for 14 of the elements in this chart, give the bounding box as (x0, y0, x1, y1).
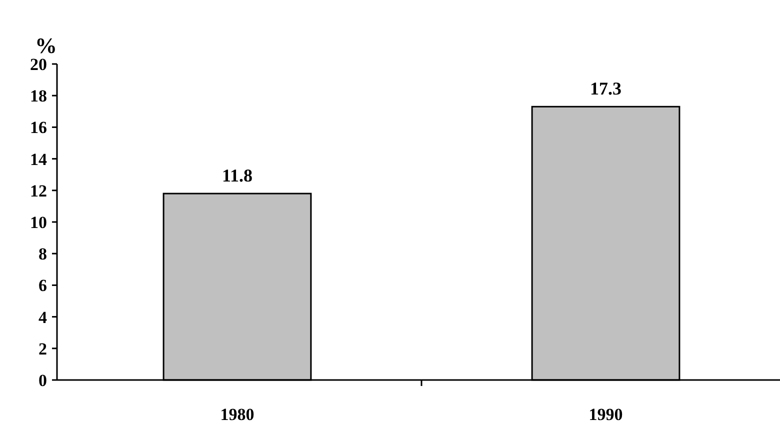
y-tick-label: 14 (30, 150, 48, 169)
data-label: 11.8 (222, 166, 253, 186)
y-tick-label: 8 (38, 244, 47, 264)
x-tick-label: 1980 (220, 405, 254, 424)
data-label: 17.3 (590, 78, 622, 99)
y-tick-label: 0 (38, 370, 47, 390)
y-tick-label: 10 (30, 212, 47, 232)
y-tick-label: 6 (38, 276, 47, 296)
x-tick-label: 1990 (588, 405, 623, 424)
y-tick-label: 16 (30, 118, 47, 138)
y-tick-label: 4 (38, 308, 48, 327)
y-tick-label: 12 (30, 181, 47, 200)
y-tick-label: 18 (30, 86, 47, 106)
y-tick-label: 2 (38, 339, 47, 358)
